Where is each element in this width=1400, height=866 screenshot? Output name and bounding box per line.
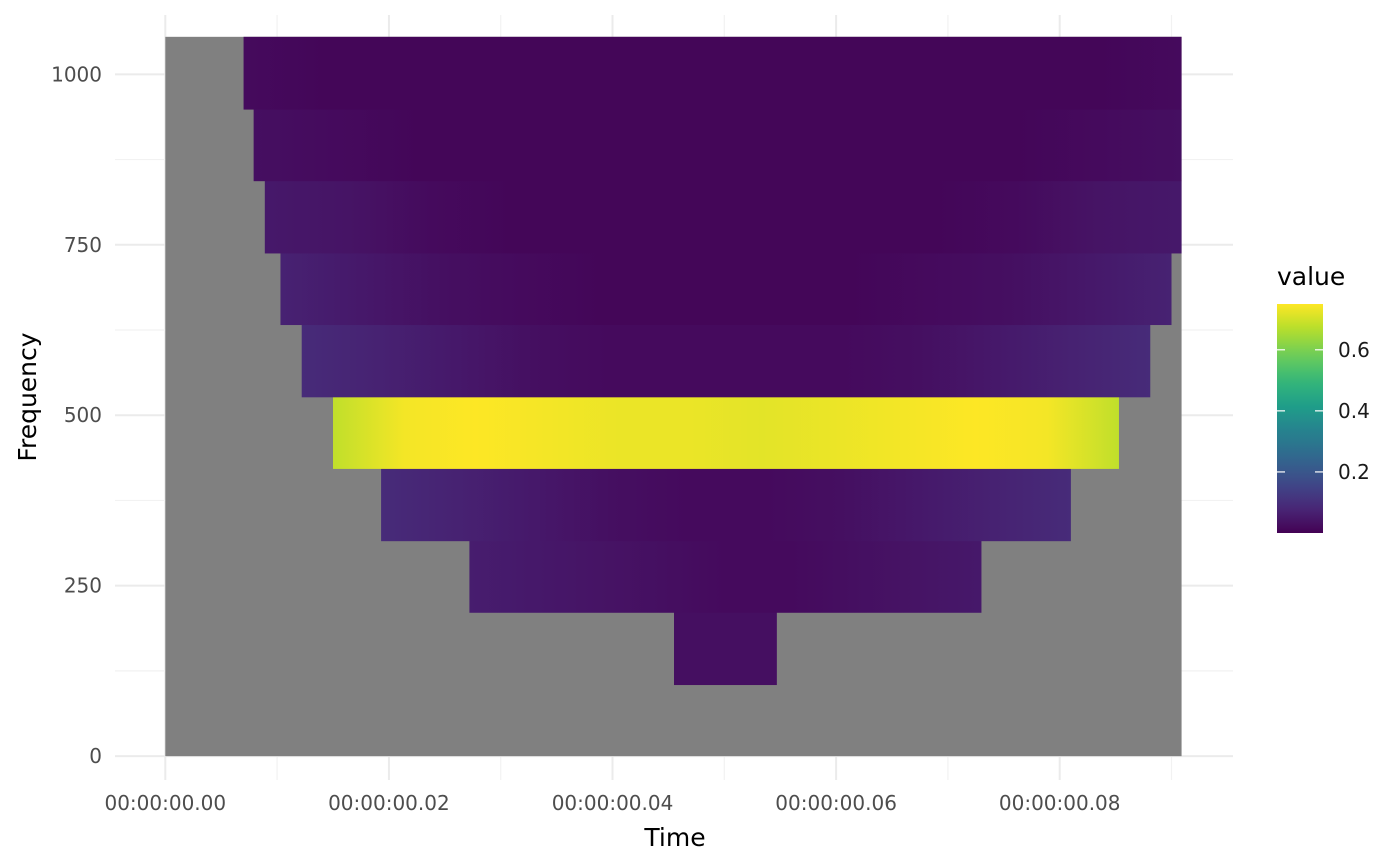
y-axis-title: Frequency bbox=[13, 332, 42, 461]
x-axis-title: Time bbox=[643, 823, 705, 852]
x-tick-label: 00:00:00.02 bbox=[328, 791, 450, 815]
y-tick-label: 500 bbox=[64, 403, 102, 427]
colorbar bbox=[1277, 304, 1323, 533]
legend-title: value bbox=[1277, 262, 1345, 291]
y-tick-label: 1000 bbox=[51, 62, 102, 86]
heatmap-band bbox=[243, 36, 1182, 110]
heatmap-band bbox=[301, 324, 1151, 398]
heatmap-band bbox=[333, 396, 1119, 469]
heatmap-band bbox=[280, 252, 1172, 326]
legend-tick-label: 0.6 bbox=[1338, 338, 1370, 362]
heatmap-band bbox=[253, 109, 1182, 182]
heatmap-band bbox=[264, 180, 1182, 254]
x-tick-label: 00:00:00.04 bbox=[552, 791, 674, 815]
y-tick-label: 750 bbox=[64, 233, 102, 257]
x-tick-label: 00:00:00.06 bbox=[775, 791, 897, 815]
x-axis-ticks: 00:00:00.00 00:00:00.02 00:00:00.04 00:00:0… bbox=[104, 791, 1121, 815]
legend-tick-label: 0.2 bbox=[1338, 460, 1370, 484]
color-legend: value 0.2 0.4 0.6 bbox=[1277, 262, 1370, 533]
y-tick-label: 0 bbox=[89, 744, 102, 768]
legend-tick-label: 0.4 bbox=[1338, 399, 1370, 423]
heatmap-band bbox=[381, 468, 1071, 542]
heatmap-band bbox=[469, 540, 982, 613]
y-axis-ticks: 0 250 500 750 1000 bbox=[51, 62, 102, 768]
x-tick-label: 00:00:00.08 bbox=[999, 791, 1121, 815]
heatmap-bands bbox=[243, 36, 1182, 686]
x-tick-label: 00:00:00.00 bbox=[104, 791, 226, 815]
y-tick-label: 250 bbox=[64, 574, 102, 598]
heatmap-band bbox=[674, 612, 777, 686]
